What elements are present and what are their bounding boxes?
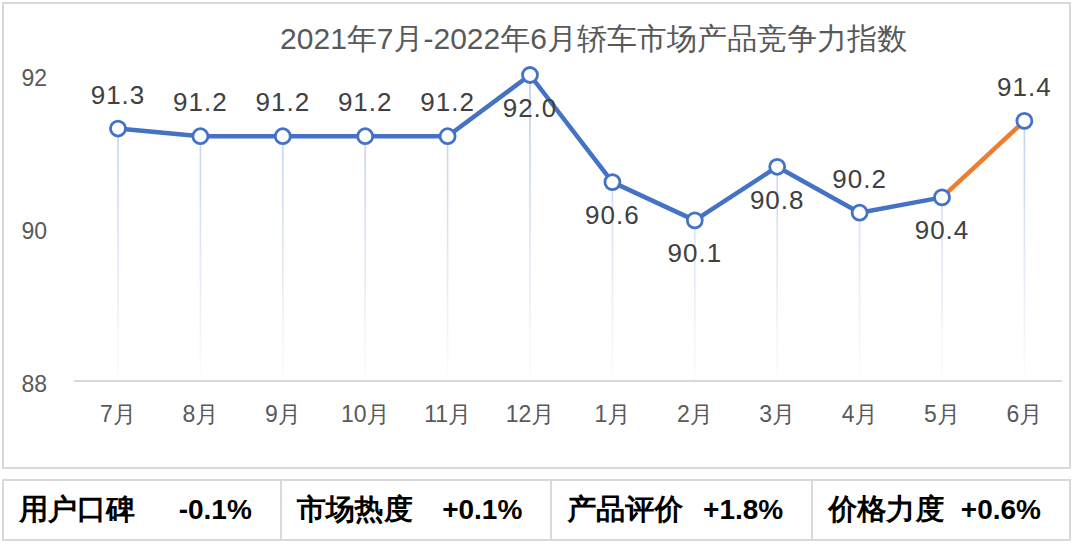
data-point-marker (275, 129, 290, 144)
data-point-marker (440, 129, 455, 144)
data-point-marker (523, 68, 538, 83)
data-point-marker (935, 190, 950, 205)
stat-value: +1.8% (703, 494, 783, 526)
data-point-label: 91.2 (255, 87, 310, 117)
x-tick-label: 9月 (265, 401, 301, 427)
data-point-marker (358, 129, 373, 144)
data-point-label: 90.4 (915, 215, 970, 245)
chart-panel: 2021年7月-2022年6月轿车市场产品竞争力指数 9290887月8月9月1… (2, 2, 1071, 469)
data-point-marker (193, 129, 208, 144)
x-tick-label: 3月 (759, 401, 795, 427)
y-tick-label: 92 (21, 65, 47, 91)
data-point-marker (605, 175, 620, 190)
stat-label: 产品评价 (567, 490, 683, 530)
stat-cell: 价格力度 +0.6% (811, 481, 1069, 539)
data-point-label: 91.2 (338, 87, 393, 117)
x-tick-label: 10月 (341, 401, 390, 427)
data-point-marker (852, 205, 867, 220)
data-point-label: 90.8 (750, 185, 805, 215)
data-point-label: 91.4 (997, 72, 1052, 102)
data-point-label: 91.2 (173, 87, 228, 117)
x-tick-label: 12月 (506, 401, 555, 427)
stat-label: 用户口碑 (19, 490, 135, 530)
stat-cell: 产品评价 +1.8% (550, 481, 811, 539)
x-tick-label: 11月 (424, 401, 471, 427)
data-point-label: 90.2 (832, 164, 887, 194)
stat-label: 市场热度 (297, 490, 413, 530)
data-point-label: 91.3 (91, 80, 146, 110)
x-tick-label: 4月 (842, 401, 878, 427)
data-point-label: 90.1 (667, 238, 722, 268)
stat-label: 价格力度 (828, 490, 944, 530)
data-point-marker (111, 121, 126, 136)
y-tick-label: 88 (21, 371, 47, 397)
stat-value: +0.1% (442, 494, 522, 526)
data-point-marker (687, 213, 702, 228)
stat-cell: 市场热度 +0.1% (280, 481, 551, 539)
x-tick-label: 6月 (1007, 401, 1043, 427)
stat-value: -0.1% (179, 494, 252, 526)
data-point-label: 92.0 (503, 93, 558, 123)
line-chart: 92 90 88 7月 8月 9月 10月 11月 12月 1月 2月 3月 4月 5月 6月 91.3 91.… (4, 4, 1069, 467)
x-tick-label: 5月 (924, 401, 960, 427)
x-tick-label: 7月 (100, 401, 136, 427)
stat-cell: 用户口碑 -0.1% (4, 481, 280, 539)
stat-value: +0.6% (961, 494, 1041, 526)
series-line-highlight (942, 121, 1024, 197)
data-point-marker (1017, 113, 1032, 128)
data-point-marker (770, 159, 785, 174)
data-point-label: 90.6 (585, 200, 640, 230)
x-tick-label: 1月 (595, 401, 631, 427)
stats-bar: 用户口碑 -0.1% 市场热度 +0.1% 产品评价 +1.8% 价格力度 +0.6% (2, 479, 1071, 541)
y-tick-label: 90 (21, 218, 47, 244)
data-point-label: 91.2 (420, 87, 475, 117)
x-tick-label: 2月 (677, 401, 713, 427)
x-tick-label: 8月 (183, 401, 219, 427)
